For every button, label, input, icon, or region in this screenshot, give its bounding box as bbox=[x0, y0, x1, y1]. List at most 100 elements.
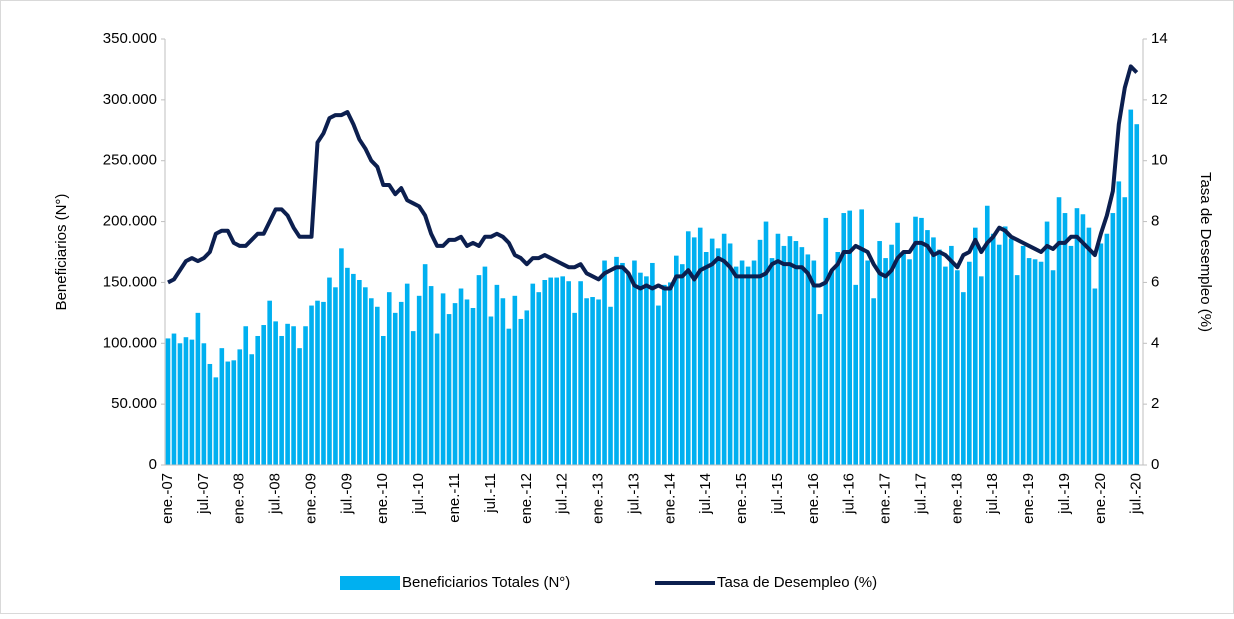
bar bbox=[793, 241, 799, 465]
x-tick-label: ene.-08 bbox=[231, 473, 248, 524]
x-tick-label: jul.-15 bbox=[769, 473, 786, 515]
legend-label: Tasa de Desempleo (%) bbox=[717, 574, 877, 591]
bar bbox=[165, 338, 171, 465]
legend-swatch bbox=[340, 576, 400, 590]
y-tick-label: 100.000 bbox=[103, 334, 157, 351]
bar bbox=[620, 262, 625, 465]
bar bbox=[404, 283, 410, 465]
bar bbox=[697, 227, 703, 465]
bar bbox=[195, 312, 201, 465]
bar bbox=[1074, 208, 1080, 465]
y-tick-label: 50.000 bbox=[111, 395, 157, 412]
bar bbox=[937, 249, 942, 465]
bar bbox=[829, 270, 835, 465]
bar bbox=[703, 252, 709, 465]
bar bbox=[303, 326, 308, 465]
bar bbox=[243, 326, 249, 465]
x-tick-label: ene.-10 bbox=[374, 473, 391, 524]
bar bbox=[811, 260, 817, 465]
bar bbox=[327, 277, 332, 465]
bar bbox=[380, 335, 386, 465]
bar bbox=[1092, 288, 1098, 465]
bar bbox=[1008, 238, 1014, 465]
bar bbox=[1044, 221, 1050, 465]
x-tick-label: jul.-10 bbox=[410, 473, 427, 515]
bar bbox=[315, 300, 320, 465]
x-tick-label: ene.-09 bbox=[302, 473, 319, 524]
bar bbox=[596, 299, 601, 465]
bar bbox=[225, 361, 231, 465]
bar bbox=[1020, 245, 1026, 465]
bar bbox=[428, 286, 434, 465]
bar bbox=[781, 245, 787, 465]
x-tick-label: ene.-18 bbox=[948, 473, 965, 524]
bar bbox=[398, 301, 404, 465]
bar bbox=[787, 236, 793, 465]
bar bbox=[386, 292, 392, 465]
bar bbox=[955, 270, 960, 465]
bar bbox=[978, 276, 984, 465]
bar bbox=[566, 281, 571, 465]
bar bbox=[548, 277, 554, 465]
x-tick-label: jul.-09 bbox=[338, 473, 355, 515]
x-tick-label: ene.-15 bbox=[733, 473, 750, 524]
bar bbox=[207, 363, 213, 465]
bar bbox=[1080, 214, 1086, 465]
x-tick-label: jul.-11 bbox=[482, 473, 499, 514]
bar bbox=[261, 325, 266, 465]
bar bbox=[1032, 259, 1038, 465]
bar bbox=[996, 244, 1002, 465]
bar bbox=[219, 348, 225, 465]
bar bbox=[1104, 233, 1110, 465]
bar bbox=[201, 343, 207, 465]
bar bbox=[482, 266, 488, 465]
x-tick-label: ene.-17 bbox=[877, 473, 894, 524]
bar bbox=[817, 314, 823, 465]
bar bbox=[823, 217, 829, 465]
bar bbox=[392, 312, 398, 465]
bar bbox=[560, 276, 565, 465]
bar bbox=[1122, 197, 1128, 465]
bar bbox=[614, 256, 619, 465]
bar bbox=[267, 300, 272, 465]
x-tick-label: jul.-14 bbox=[697, 473, 714, 515]
x-tick-label: ene.-13 bbox=[590, 473, 607, 524]
bar bbox=[1002, 226, 1008, 465]
bar bbox=[506, 328, 512, 465]
bar bbox=[632, 260, 637, 465]
bar bbox=[345, 267, 350, 465]
bar bbox=[339, 248, 344, 465]
bar bbox=[656, 305, 661, 465]
x-tick-label: ene.-12 bbox=[518, 473, 535, 524]
bar bbox=[440, 293, 446, 465]
bar bbox=[943, 266, 948, 465]
bar bbox=[835, 252, 841, 465]
bar bbox=[1098, 243, 1104, 465]
bar bbox=[847, 210, 853, 465]
bar bbox=[512, 295, 518, 465]
bar bbox=[871, 298, 876, 465]
bar bbox=[500, 298, 506, 465]
bar bbox=[369, 298, 374, 465]
bar bbox=[464, 299, 470, 465]
bar bbox=[237, 349, 243, 465]
bar bbox=[608, 306, 613, 465]
y2-tick-label: 8 bbox=[1151, 213, 1159, 230]
bar bbox=[990, 233, 996, 465]
bar bbox=[626, 273, 631, 465]
y-tick-label: 300.000 bbox=[103, 91, 157, 108]
bar bbox=[757, 239, 763, 465]
bar bbox=[494, 284, 500, 465]
bar bbox=[333, 287, 338, 465]
bar bbox=[662, 284, 667, 465]
bar bbox=[458, 288, 464, 465]
bar bbox=[476, 275, 482, 465]
bar bbox=[865, 260, 870, 465]
bar bbox=[416, 295, 422, 465]
bar bbox=[422, 264, 428, 465]
bar bbox=[375, 306, 380, 465]
y2-tick-label: 2 bbox=[1151, 395, 1159, 412]
bar bbox=[518, 318, 524, 465]
y-tick-label: 200.000 bbox=[103, 213, 157, 230]
bar bbox=[841, 213, 847, 465]
